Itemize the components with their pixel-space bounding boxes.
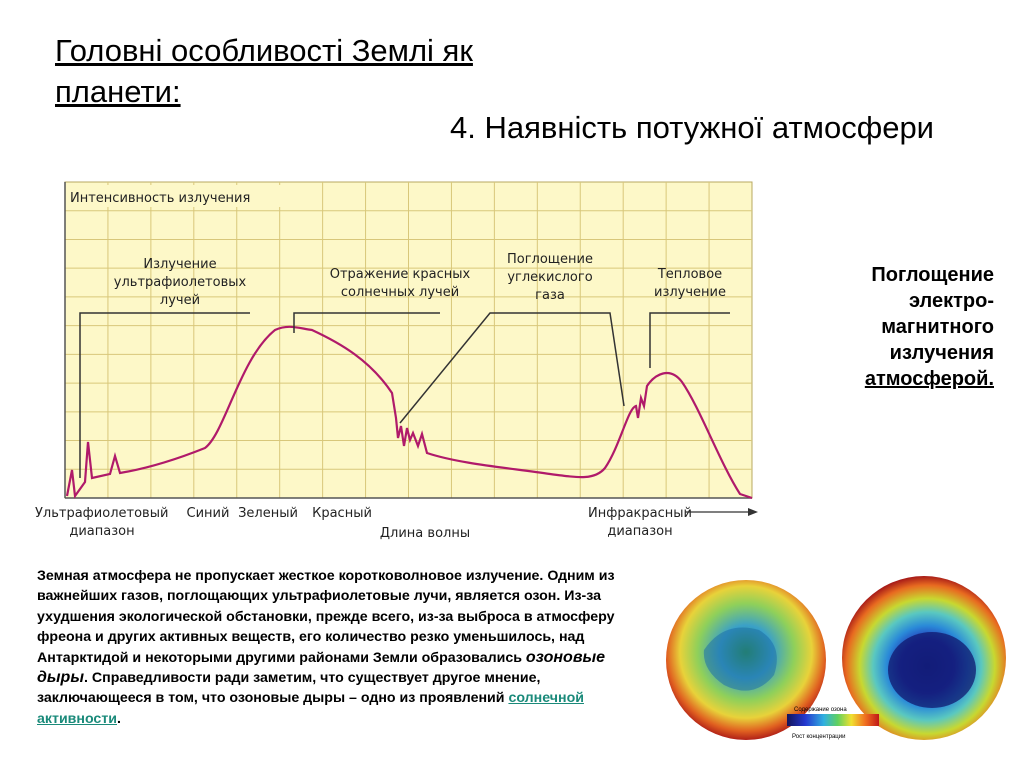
ozone-legend-title: Содержание озона bbox=[794, 707, 847, 713]
side-note: Поглощение электро- магнитного излучения… bbox=[794, 262, 994, 392]
x-axis-label: Длина волны bbox=[380, 526, 470, 541]
annotation-label: газа bbox=[535, 288, 565, 303]
ozone-hole bbox=[888, 632, 976, 708]
ozone-holes-emphasis: озоновые дыры bbox=[37, 648, 606, 687]
slide-subtitle: 4. Наявність потужної атмосфери bbox=[450, 110, 934, 145]
side-note-line: атмосферой. bbox=[864, 368, 994, 390]
x-tick-label: Инфракрасный bbox=[588, 506, 692, 521]
side-note-line: электро- bbox=[908, 290, 994, 312]
slide-title: Головні особливості Землі як планети: bbox=[55, 33, 473, 109]
annotation-label: солнечных лучей bbox=[341, 285, 459, 300]
annotation-label: Поглощение bbox=[507, 252, 593, 267]
ozone-paragraph: Земная атмосфера не пропускает жесткое к… bbox=[37, 566, 642, 729]
ozone-globes-image: Содержание озона Рост концентрации bbox=[666, 576, 1006, 740]
annotation-bracket-co2 bbox=[399, 312, 625, 424]
ozone-text-part3: . bbox=[117, 710, 121, 727]
annotation-bracket-red bbox=[293, 312, 440, 333]
annotation-label: Отражение красных bbox=[330, 267, 471, 282]
ozone-globes: Содержание озона Рост концентрации bbox=[664, 570, 1009, 750]
spectrum-curve bbox=[65, 325, 753, 500]
x-tick-label-line2: диапазон bbox=[607, 524, 672, 539]
x-tick-label: Синий bbox=[187, 506, 230, 521]
annotation-label: Тепловое bbox=[657, 267, 722, 282]
side-note-line: магнитного bbox=[881, 316, 994, 338]
chart-title: Интенсивность излучения bbox=[70, 191, 250, 206]
x-tick-label: Красный bbox=[312, 506, 372, 521]
annotation-label: излучение bbox=[654, 285, 726, 300]
ozone-legend-caption: Рост концентрации bbox=[792, 734, 845, 740]
side-note-line: излучения bbox=[889, 342, 994, 364]
annotation-bracket-uv bbox=[79, 312, 250, 478]
side-note-line: Поглощение bbox=[871, 264, 994, 286]
x-tick-label-line2: диапазон bbox=[69, 524, 134, 539]
solar-activity-link[interactable]: солнечной активности bbox=[37, 690, 584, 727]
annotation-bracket-heat bbox=[649, 312, 730, 368]
annotation-label: углекислого bbox=[507, 270, 592, 285]
ozone-text-part1: Земная атмосфера не пропускает жесткое к… bbox=[37, 568, 615, 666]
annotation-label: ультрафиолетовых bbox=[114, 275, 247, 290]
spectrum-chart-svg: Интенсивность излучения Излучение ультрафи… bbox=[35, 181, 758, 541]
arrow-right-icon bbox=[748, 508, 758, 516]
annotation-label: лучей bbox=[160, 293, 200, 308]
ozone-legend-bar bbox=[787, 714, 879, 726]
annotation-label: Излучение bbox=[143, 257, 216, 272]
globe-before-land bbox=[703, 627, 777, 691]
title-background bbox=[67, 185, 287, 207]
ozone-text-part2: . Справедливости ради заметим, что сущес… bbox=[37, 670, 541, 707]
spectrum-chart: Интенсивность излучения Излучение ультрафи… bbox=[30, 178, 760, 548]
x-tick-label: Зеленый bbox=[238, 506, 298, 521]
x-tick-label: Ультрафиолетовый bbox=[35, 506, 168, 521]
